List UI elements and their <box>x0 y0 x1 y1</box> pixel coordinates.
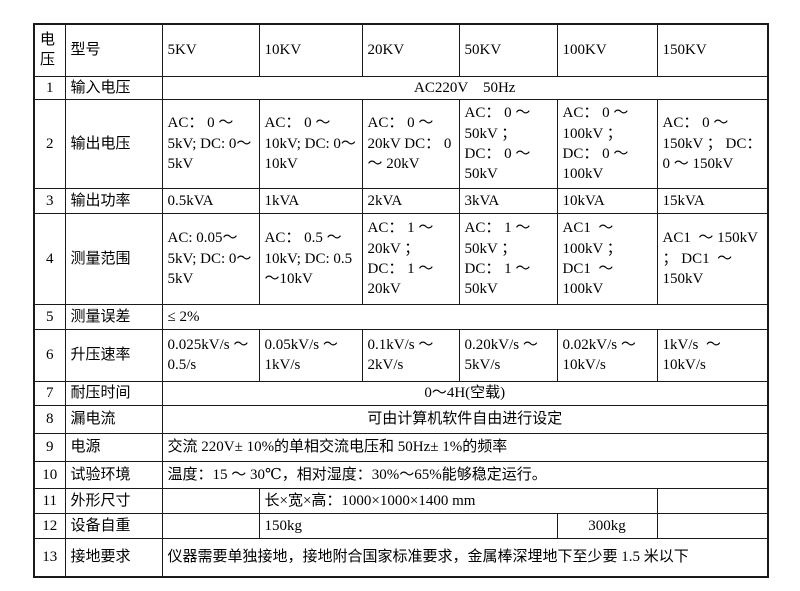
spec-cell: 0～4H(空载) <box>161 380 769 406</box>
row-number: 6 <box>33 328 66 382</box>
row-label: 输出电压 <box>64 98 163 189</box>
table-row-grounding: 13 接地要求 仪器需要单独接地，接地附合国家标准要求，金属棒深埋地下至少要 1… <box>33 537 769 578</box>
spec-cell: ≤ 2% <box>161 303 769 330</box>
row-label: 测量范围 <box>64 212 163 305</box>
spec-cell: 温度：15 ～ 30℃，相对湿度：30%～65%能够稳定运行。 <box>161 460 769 489</box>
spec-cell: 可由计算机软件自由进行设定 <box>161 404 769 434</box>
spec-cell: 15kVA <box>656 187 769 214</box>
spec-cell: 仪器需要单独接地，接地附合国家标准要求，金属棒深埋地下至少要 1.5 米以下 <box>161 537 769 578</box>
spec-cell: 1kV/s ～ 10kV/s <box>656 328 769 382</box>
row-number: 1 <box>33 75 66 100</box>
row-number: 4 <box>33 212 66 305</box>
spec-cell <box>161 512 260 539</box>
spec-cell: AC： 0 ～ 10kV; DC: 0～10kV <box>258 98 363 189</box>
spec-cell: 0.02kV/s ～ 10kV/s <box>556 328 658 382</box>
spec-cell: AC： 0 ～ 100kV ； DC： 0 ～ 100kV <box>556 98 658 189</box>
table-row-output-power: 3 输出功率 0.5kVA 1kVA 2kVA 3kVA 10kVA 15kVA <box>33 187 769 214</box>
spec-cell: AC： 1 ～ 50kV ； DC： 1 ～ 50kV <box>458 212 558 305</box>
spec-cell: 3kVA <box>458 187 558 214</box>
row-number: 9 <box>33 432 66 462</box>
table-row-weight: 12 设备自重 150kg 300kg <box>33 512 769 539</box>
table-row-input-voltage: 1 输入电压 AC220V 50Hz <box>33 75 769 100</box>
row-label: 接地要求 <box>64 537 163 578</box>
table-row-output-voltage: 2 输出电压 AC： 0 ～ 5kV; DC: 0～5kV AC： 0 ～ 10… <box>33 98 769 189</box>
column-header-10kv: 10KV <box>258 23 363 77</box>
spec-cell <box>656 487 769 514</box>
table-row-measure-range: 4 测量范围 AC: 0.05～ 5kV; DC: 0～5kV AC： 0.5 … <box>33 212 769 305</box>
column-header-5kv: 5KV <box>161 23 260 77</box>
row-number: 13 <box>33 537 66 578</box>
spec-cell: 0.05kV/s ～ 1kV/s <box>258 328 363 382</box>
table-row-dimensions: 11 外形尺寸 长×宽×高：1000×1000×1400 mm <box>33 487 769 514</box>
column-header-50kv: 50KV <box>458 23 558 77</box>
table-row-withstand-time: 7 耐压时间 0～4H(空载) <box>33 380 769 406</box>
spec-cell <box>161 487 260 514</box>
spec-cell: 2kVA <box>361 187 460 214</box>
table-row-test-environment: 10 试验环境 温度：15 ～ 30℃，相对湿度：30%～65%能够稳定运行。 <box>33 460 769 489</box>
table-row-rise-rate: 6 升压速率 0.025kV/s ～0.5/s 0.05kV/s ～ 1kV/s… <box>33 328 769 382</box>
row-number: 3 <box>33 187 66 214</box>
spec-cell: 交流 220V± 10%的单相交流电压和 50Hz± 1%的频率 <box>161 432 769 462</box>
row-number: 2 <box>33 98 66 189</box>
spec-table: 电压 型号 5KV 10KV 20KV 50KV 100KV 150KV 1 输… <box>33 23 769 579</box>
spec-cell: AC1 ～ 150kV ； DC1 ～ 150kV <box>656 212 769 305</box>
row-label: 漏电流 <box>64 404 163 434</box>
column-header-100kv: 100KV <box>556 23 658 77</box>
row-label: 设备自重 <box>64 512 163 539</box>
header-row: 电压 型号 5KV 10KV 20KV 50KV 100KV 150KV <box>33 23 769 77</box>
spec-cell: AC： 0 ～ 5kV; DC: 0～5kV <box>161 98 260 189</box>
row-label: 输入电压 <box>64 75 163 100</box>
spec-cell <box>656 512 769 539</box>
row-number: 11 <box>33 487 66 514</box>
row-label: 输出功率 <box>64 187 163 214</box>
spec-cell: AC220V 50Hz <box>161 75 769 100</box>
table-row-leak-current: 8 漏电流 可由计算机软件自由进行设定 <box>33 404 769 434</box>
row-number: 7 <box>33 380 66 406</box>
spec-cell: AC: 0.05～ 5kV; DC: 0～5kV <box>161 212 260 305</box>
row-label: 外形尺寸 <box>64 487 163 514</box>
column-header-150kv: 150KV <box>656 23 769 77</box>
spec-cell: 长×宽×高：1000×1000×1400 mm <box>258 487 658 514</box>
spec-cell: 150kg <box>258 512 558 539</box>
spec-cell: 0.5kVA <box>161 187 260 214</box>
row-label: 耐压时间 <box>64 380 163 406</box>
spec-cell: AC： 1 ～ 20kV ； DC： 1 ～ 20kV <box>361 212 460 305</box>
spec-cell: 0.1kV/s ～ 2kV/s <box>361 328 460 382</box>
spec-cell: AC： 0 ～ 20kV DC： 0 ～ 20kV <box>361 98 460 189</box>
spec-cell: AC1 ～ 100kV ； DC1 ～ 100kV <box>556 212 658 305</box>
row-number: 8 <box>33 404 66 434</box>
table-row-measure-error: 5 测量误差 ≤ 2% <box>33 303 769 330</box>
row-label: 升压速率 <box>64 328 163 382</box>
row-label: 试验环境 <box>64 460 163 489</box>
spec-cell: 0.20kV/s ～ 5kV/s <box>458 328 558 382</box>
row-number: 10 <box>33 460 66 489</box>
spec-cell: AC： 0 ～ 50kV ； DC： 0 ～ 50kV <box>458 98 558 189</box>
header-voltage: 电压 <box>33 23 66 77</box>
spec-cell: AC： 0.5 ～ 10kV; DC: 0.5～10kV <box>258 212 363 305</box>
header-model: 型号 <box>64 23 163 77</box>
spec-cell: 10kVA <box>556 187 658 214</box>
spec-cell: AC： 0 ～ 150kV ； DC： 0 ～ 150kV <box>656 98 769 189</box>
row-label: 电源 <box>64 432 163 462</box>
row-number: 5 <box>33 303 66 330</box>
row-number: 12 <box>33 512 66 539</box>
column-header-20kv: 20KV <box>361 23 460 77</box>
table-row-power-supply: 9 电源 交流 220V± 10%的单相交流电压和 50Hz± 1%的频率 <box>33 432 769 462</box>
spec-cell: 0.025kV/s ～0.5/s <box>161 328 260 382</box>
spec-cell: 300kg <box>556 512 658 539</box>
row-label: 测量误差 <box>64 303 163 330</box>
spec-cell: 1kVA <box>258 187 363 214</box>
